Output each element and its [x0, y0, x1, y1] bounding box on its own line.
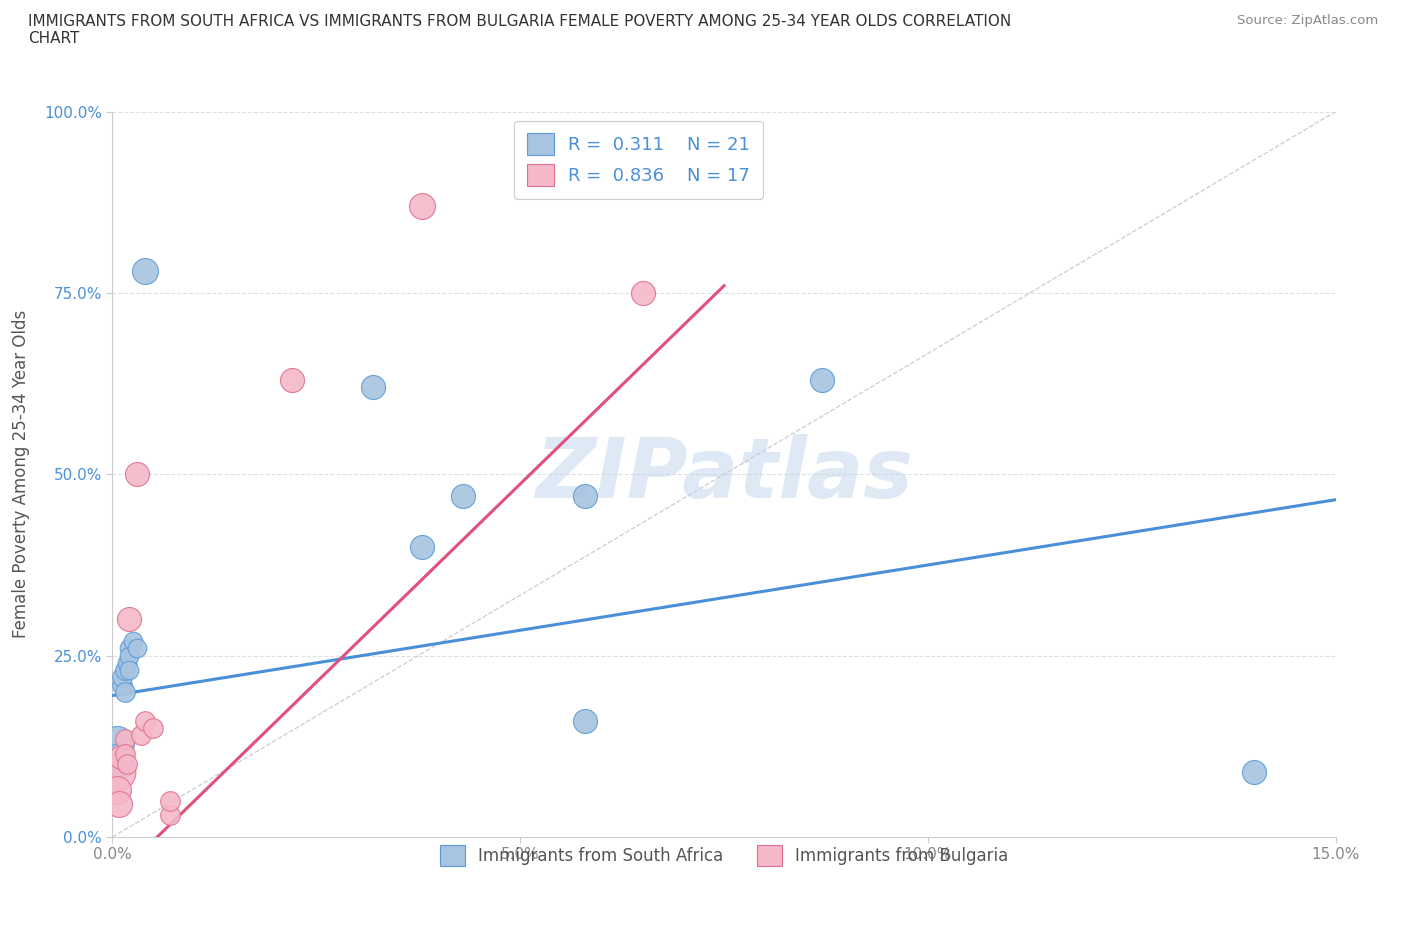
Point — [159, 808, 181, 823]
Point — [108, 750, 131, 764]
Point — [1243, 764, 1265, 779]
Point — [134, 264, 156, 279]
Point — [110, 750, 132, 764]
Point — [281, 373, 304, 388]
Point — [114, 732, 136, 747]
Point — [105, 764, 128, 779]
Point — [411, 539, 433, 554]
Point — [111, 670, 134, 684]
Text: ZIPatlas: ZIPatlas — [536, 433, 912, 515]
Point — [118, 663, 141, 678]
Point — [114, 663, 136, 678]
Point — [811, 373, 834, 388]
Point — [129, 728, 152, 743]
Point — [110, 757, 132, 772]
Point — [115, 757, 138, 772]
Point — [411, 198, 433, 213]
Point — [631, 286, 654, 300]
Point — [111, 677, 134, 692]
Point — [122, 633, 145, 648]
Y-axis label: Female Poverty Among 25-34 Year Olds: Female Poverty Among 25-34 Year Olds — [13, 311, 30, 638]
Point — [105, 782, 128, 797]
Point — [118, 641, 141, 656]
Point — [118, 612, 141, 627]
Point — [115, 656, 138, 671]
Point — [134, 713, 156, 728]
Point — [574, 488, 596, 503]
Legend: Immigrants from South Africa, Immigrants from Bulgaria: Immigrants from South Africa, Immigrants… — [433, 839, 1015, 872]
Point — [574, 713, 596, 728]
Point — [125, 641, 148, 656]
Point — [105, 736, 128, 751]
Point — [159, 793, 181, 808]
Text: IMMIGRANTS FROM SOUTH AFRICA VS IMMIGRANTS FROM BULGARIA FEMALE POVERTY AMONG 25: IMMIGRANTS FROM SOUTH AFRICA VS IMMIGRAN… — [28, 14, 1011, 46]
Point — [108, 797, 131, 812]
Text: Source: ZipAtlas.com: Source: ZipAtlas.com — [1237, 14, 1378, 27]
Point — [118, 648, 141, 663]
Point — [142, 721, 165, 736]
Point — [125, 467, 148, 482]
Point — [114, 684, 136, 699]
Point — [363, 379, 385, 394]
Point — [114, 746, 136, 761]
Point — [451, 488, 474, 503]
